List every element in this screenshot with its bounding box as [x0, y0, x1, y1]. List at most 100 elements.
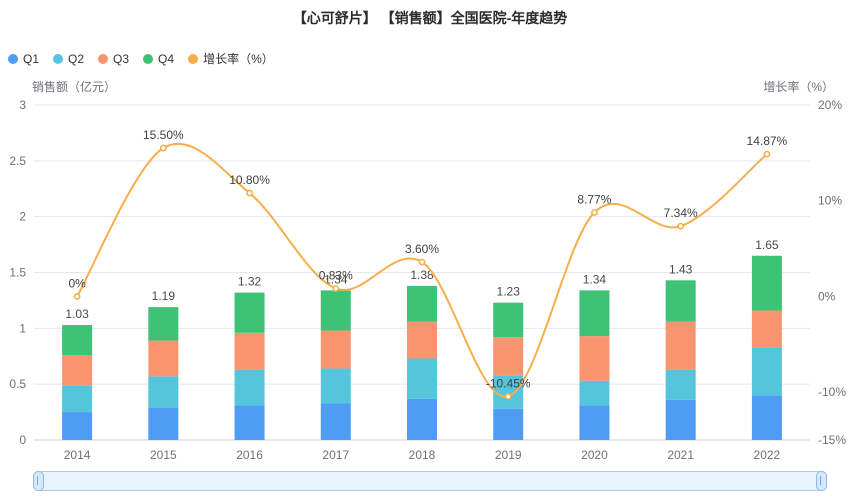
bar-segment-Q2-2019[interactable]	[493, 375, 524, 409]
right-axis-tick: 20%	[818, 98, 842, 112]
right-axis-name: 增长率（%）	[763, 80, 834, 94]
bar-segment-Q2-2022[interactable]	[751, 347, 782, 396]
datazoom-right-handle[interactable]	[816, 471, 827, 491]
bar-segment-Q3-2018[interactable]	[407, 321, 437, 359]
legend-item-q2[interactable]: Q2	[53, 52, 84, 66]
x-axis-label: 2015	[150, 448, 177, 462]
line-point-2015[interactable]	[159, 144, 167, 152]
bar-segment-Q1-2019[interactable]	[493, 408, 524, 440]
legend-label: Q4	[158, 51, 175, 66]
bar-segment-Q3-2014[interactable]	[62, 355, 93, 386]
legend: Q1 Q2 Q3 Q4 增长率（%）	[8, 50, 274, 67]
legend-dot	[8, 53, 18, 64]
x-axis-label: 2014	[64, 448, 91, 462]
bar-total-label: 1.03	[65, 307, 89, 321]
bar-total-label: 1.43	[669, 262, 693, 276]
line-point-2022[interactable]	[763, 150, 771, 158]
bar-total-label: 1.34	[583, 272, 607, 286]
legend-item-growth-rate[interactable]: 增长率（%）	[188, 50, 274, 67]
bar-total-label: 1.65	[755, 238, 779, 252]
legend-item-q4[interactable]: Q4	[143, 52, 174, 66]
bar-segment-Q4-2018[interactable]	[407, 285, 437, 322]
bar-segment-Q3-2020[interactable]	[579, 336, 610, 381]
bar-segment-Q3-2022[interactable]	[751, 310, 782, 348]
growth-rate-label: 8.77%	[577, 192, 611, 206]
line-point-2018[interactable]	[418, 258, 426, 266]
bar-total-label: 1.23	[497, 285, 521, 299]
legend-item-q3[interactable]: Q3	[98, 52, 129, 66]
bar-segment-Q1-2014[interactable]	[62, 412, 93, 440]
line-point-2014[interactable]	[73, 293, 81, 300]
right-axis-tick: -15%	[818, 433, 846, 447]
bar-total-label: 1.19	[152, 289, 176, 303]
bar-segment-Q3-2019[interactable]	[493, 337, 524, 376]
bar-segment-Q2-2021[interactable]	[665, 369, 696, 400]
left-axis-tick: 0	[19, 433, 26, 447]
x-axis-label: 2016	[236, 448, 263, 462]
bar-segment-Q3-2016[interactable]	[234, 332, 265, 370]
datazoom-left-handle[interactable]	[33, 471, 44, 491]
line-point-2021[interactable]	[677, 222, 685, 230]
bar-segment-Q2-2017[interactable]	[320, 368, 351, 404]
growth-rate-label: 10.80%	[229, 173, 270, 187]
bar-segment-Q2-2014[interactable]	[62, 385, 93, 413]
left-axis-tick: 2	[19, 210, 26, 224]
bar-segment-Q4-2022[interactable]	[751, 255, 782, 311]
bar-segment-Q1-2015[interactable]	[148, 407, 179, 440]
chart-title: 【心可舒片】 【销售额】全国医院-年度趋势	[292, 10, 568, 26]
bar-segment-Q1-2016[interactable]	[234, 405, 265, 440]
bar-segment-Q4-2017[interactable]	[320, 290, 351, 331]
legend-dot	[98, 53, 109, 64]
bar-segment-Q2-2015[interactable]	[148, 376, 179, 408]
x-axis-label: 2018	[409, 448, 436, 462]
growth-rate-line	[76, 142, 768, 398]
bar-segment-Q2-2020[interactable]	[579, 380, 610, 406]
line-point-2016[interactable]	[246, 189, 253, 197]
legend-label: Q3	[113, 51, 130, 66]
legend-label: 增长率（%）	[203, 52, 274, 66]
legend-dot	[188, 53, 199, 64]
growth-rate-label: 15.50%	[143, 128, 184, 142]
growth-rate-label: 7.34%	[664, 206, 698, 220]
line-point-2017[interactable]	[332, 285, 340, 292]
bar-segment-Q3-2017[interactable]	[320, 330, 351, 369]
bar-segment-Q1-2020[interactable]	[579, 405, 610, 440]
bar-segment-Q4-2016[interactable]	[234, 292, 265, 333]
growth-rate-label: 14.87%	[747, 134, 788, 148]
line-point-2020[interactable]	[591, 209, 598, 216]
bar-segment-Q1-2021[interactable]	[665, 399, 696, 440]
growth-rate-label: 0.83%	[319, 268, 353, 282]
legend-dot	[53, 53, 64, 64]
bar-total-label: 1.34	[324, 272, 348, 286]
bar-segment-Q4-2014[interactable]	[62, 324, 93, 356]
bar-segment-Q4-2019[interactable]	[493, 302, 524, 338]
left-axis-tick: 0.5	[9, 377, 26, 391]
bar-segment-Q1-2022[interactable]	[751, 395, 782, 440]
left-axis-tick: 2.5	[9, 154, 26, 168]
bar-segment-Q3-2021[interactable]	[665, 321, 696, 370]
x-axis-label: 2017	[322, 448, 349, 462]
bar-segment-Q2-2016[interactable]	[234, 369, 265, 406]
datazoom-slider[interactable]	[33, 471, 827, 491]
right-axis-tick: 0%	[818, 289, 836, 303]
left-axis-name: 销售额（亿元）	[32, 80, 117, 94]
bar-segment-Q4-2020[interactable]	[579, 290, 610, 337]
bar-segment-Q3-2015[interactable]	[148, 340, 179, 377]
growth-rate-label: 0%	[68, 276, 86, 290]
bar-segment-Q2-2018[interactable]	[407, 358, 437, 399]
right-axis-tick: 10%	[818, 194, 842, 208]
line-point-2019[interactable]	[504, 393, 512, 400]
bar-segment-Q1-2017[interactable]	[320, 403, 351, 440]
bar-segment-Q4-2015[interactable]	[148, 307, 179, 341]
bar-segment-Q1-2018[interactable]	[407, 398, 437, 440]
growth-rate-label: 3.60%	[405, 242, 439, 256]
bar-segment-Q4-2021[interactable]	[665, 280, 696, 322]
bar-total-label: 1.38	[410, 268, 434, 282]
legend-label: Q1	[23, 51, 40, 66]
x-axis-label: 2022	[754, 448, 781, 462]
left-axis-tick: 1	[19, 321, 26, 335]
x-axis-label: 2021	[667, 448, 694, 462]
legend-item-q1[interactable]: Q1	[8, 52, 39, 66]
